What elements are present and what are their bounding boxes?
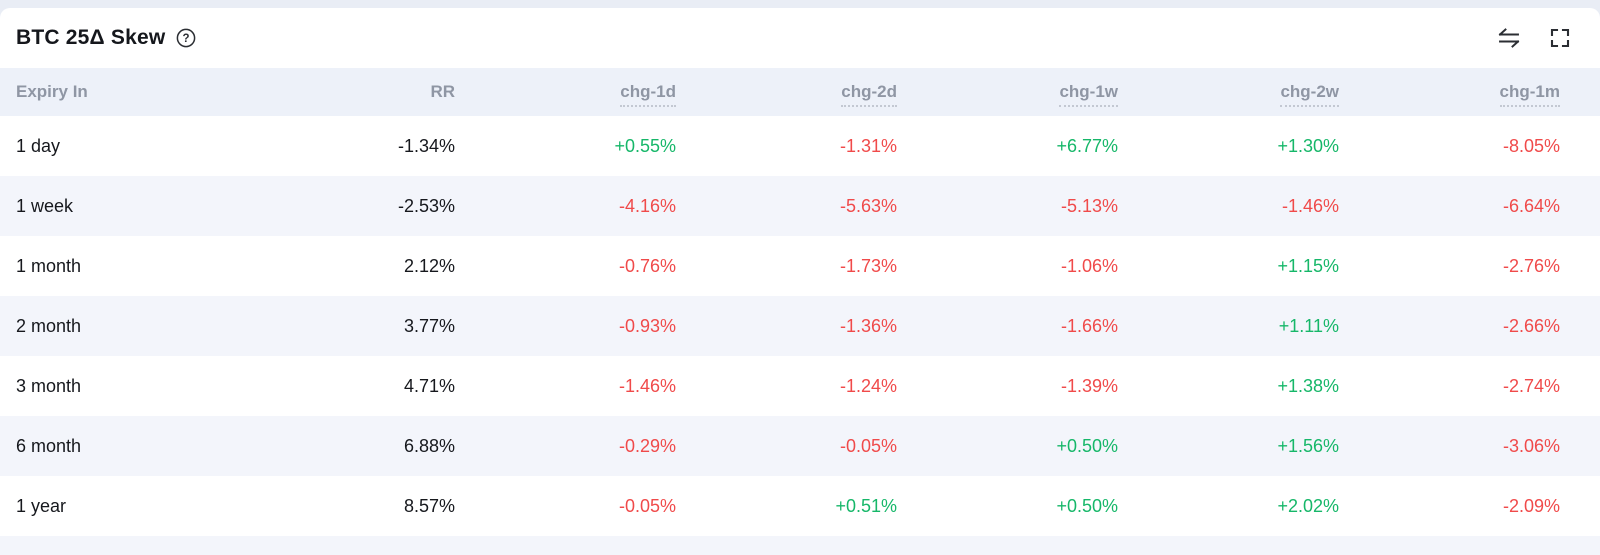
table-row: 1 week -2.53% -4.16% -5.63% -5.13% -1.46% -6.6… [0,176,1600,236]
cell-rr: 2.12% [403,255,455,276]
cell-chg_1w: -1.06% [1060,255,1118,276]
next-row-partial [0,536,1600,555]
help-icon[interactable]: ? [175,27,197,49]
row-right-spacer [1560,236,1600,296]
cell-chg_2w: +1.56% [1277,435,1339,456]
cell-chg_1d: -0.05% [618,495,676,516]
cell-expiry: 1 month [16,255,82,276]
swap-icon[interactable] [1496,25,1522,51]
column-header-chg-2d[interactable]: chg-2d [676,68,897,116]
cell-chg_1w: +0.50% [1056,435,1118,456]
cell-chg_2w: +1.15% [1277,255,1339,276]
cell-rr: -1.34% [397,135,455,156]
cell-chg_1m: -2.74% [1502,375,1560,396]
fullscreen-icon[interactable] [1548,26,1572,50]
cell-expiry: 3 month [16,375,82,396]
cell-chg_1w: -1.66% [1060,315,1118,336]
table-row: 6 month 6.88% -0.29% -0.05% +0.50% +1.56% -3.0… [0,416,1600,476]
cell-chg_2d: -1.24% [839,375,897,396]
cell-rr: 6.88% [403,435,455,456]
cell-chg_2d: +0.51% [835,495,897,516]
table-row: 3 month 4.71% -1.46% -1.24% -1.39% +1.38% -2.7… [0,356,1600,416]
cell-chg_2d: -0.05% [839,435,897,456]
table-row: 1 day -1.34% +0.55% -1.31% +6.77% +1.30% -8.05… [0,116,1600,176]
row-right-spacer [1560,416,1600,476]
table-row: 2 month 3.77% -0.93% -1.36% -1.66% +1.11% -2.6… [0,296,1600,356]
cell-chg_1d: -0.76% [618,255,676,276]
cell-chg_1w: -5.13% [1060,195,1118,216]
cell-expiry: 1 week [16,195,74,216]
table-row: 1 month 2.12% -0.76% -1.73% -1.06% +1.15% -2.7… [0,236,1600,296]
header-right-spacer [1560,68,1600,116]
cell-chg_1d: -4.16% [618,195,676,216]
table-header-row: Expiry In RR chg-1d chg-2d chg-1w chg-2w… [0,68,1600,116]
cell-chg_1d: -1.46% [618,375,676,396]
cell-chg_1m: -8.05% [1502,135,1560,156]
cell-chg_1m: -2.76% [1502,255,1560,276]
cell-expiry: 2 month [16,315,82,336]
cell-rr: 4.71% [403,375,455,396]
svg-text:?: ? [183,33,190,45]
column-header-chg-2w[interactable]: chg-2w [1118,68,1339,116]
row-right-spacer [1560,116,1600,176]
cell-chg_2d: -1.36% [839,315,897,336]
cell-chg_1d: -0.29% [618,435,676,456]
cell-chg_2w: +2.02% [1277,495,1339,516]
cell-chg_2d: -1.31% [839,135,897,156]
cell-expiry: 6 month [16,435,82,456]
cell-chg_2w: +1.38% [1277,375,1339,396]
panel-header: BTC 25Δ Skew ? [0,8,1600,68]
cell-chg_2w: +1.30% [1277,135,1339,156]
page-title: BTC 25Δ Skew [16,26,166,49]
table-row: 1 year 8.57% -0.05% +0.51% +0.50% +2.02% -2.09… [0,476,1600,536]
table-body: 1 day -1.34% +0.55% -1.31% +6.77% +1.30% -8.05… [0,116,1600,536]
column-header-expiry: Expiry In [16,82,88,101]
row-right-spacer [1560,296,1600,356]
cell-chg_2w: -1.46% [1281,195,1339,216]
column-header-rr: RR [430,82,455,101]
cell-chg_1m: -2.66% [1502,315,1560,336]
cell-expiry: 1 year [16,495,67,516]
cell-rr: 8.57% [403,495,455,516]
cell-chg_1d: -0.93% [618,315,676,336]
cell-rr: 3.77% [403,315,455,336]
column-header-chg-1w[interactable]: chg-1w [897,68,1118,116]
cell-chg_2w: +1.11% [1278,315,1339,336]
cell-chg_1w: +0.50% [1056,495,1118,516]
row-right-spacer [1560,176,1600,236]
cell-chg_1m: -2.09% [1502,495,1560,516]
skew-table: Expiry In RR chg-1d chg-2d chg-1w chg-2w… [0,68,1600,536]
btc-25d-skew-panel: BTC 25Δ Skew ? [0,8,1600,555]
cell-expiry: 1 day [16,135,61,156]
cell-chg_1m: -3.06% [1502,435,1560,456]
column-header-chg-1m[interactable]: chg-1m [1339,68,1560,116]
cell-chg_2d: -1.73% [839,255,897,276]
cell-chg_1w: -1.39% [1060,375,1118,396]
cell-chg_1m: -6.64% [1502,195,1560,216]
column-header-chg-1d[interactable]: chg-1d [455,68,676,116]
cell-rr: -2.53% [397,195,455,216]
cell-chg_2d: -5.63% [839,195,897,216]
row-right-spacer [1560,356,1600,416]
cell-chg_1d: +0.55% [614,135,676,156]
cell-chg_1w: +6.77% [1056,135,1118,156]
row-right-spacer [1560,476,1600,536]
